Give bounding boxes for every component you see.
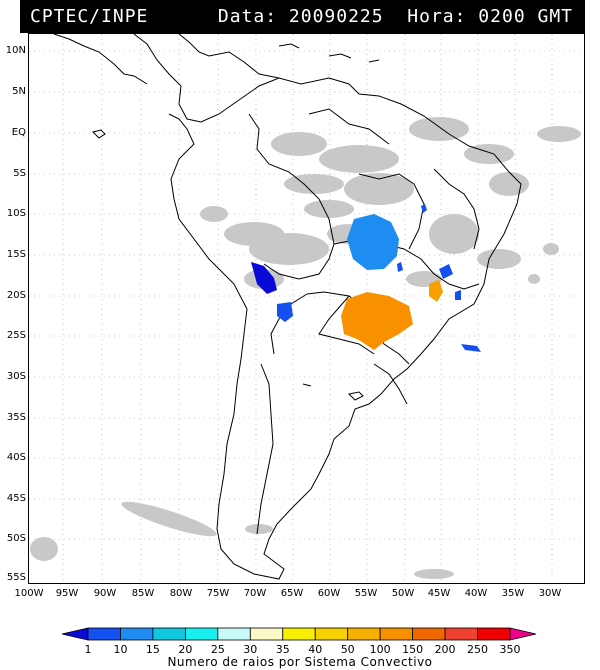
lon-label: 75W xyxy=(206,588,230,599)
lon-label: 85W xyxy=(131,588,155,599)
lat-label: 5S xyxy=(13,168,26,179)
lon-label: 100W xyxy=(14,588,44,599)
legend-color-bar xyxy=(61,627,537,641)
legend-tick-label: 50 xyxy=(340,643,355,656)
lat-label: 15S xyxy=(6,249,26,260)
map-svg xyxy=(29,34,584,583)
lat-label: 40S xyxy=(6,452,26,463)
legend-swatch xyxy=(412,627,446,641)
lon-label: 50W xyxy=(391,588,415,599)
legend-tick-label: 30 xyxy=(243,643,258,656)
title-bar: CPTEC/INPE Data: 20090225 Hora: 0200 GMT xyxy=(20,0,585,33)
graticule xyxy=(29,34,584,583)
lat-label: EQ xyxy=(11,127,26,138)
legend-swatch xyxy=(152,627,186,641)
lightning-systems xyxy=(251,204,481,352)
system-blue-sea xyxy=(461,344,481,352)
legend-caption: Numero de raios por Sistema Convectivo xyxy=(167,655,433,669)
hour-label: Hora: 0200 GMT xyxy=(407,6,573,27)
legend-swatch xyxy=(282,627,316,641)
lat-label: 55S xyxy=(6,572,26,583)
system-blue-small1 xyxy=(421,204,427,213)
system-orange-minas xyxy=(429,280,443,302)
lon-label: 55W xyxy=(354,588,378,599)
lon-label: 95W xyxy=(55,588,79,599)
legend-swatch xyxy=(477,627,511,641)
lat-label: 20S xyxy=(6,290,26,301)
system-blue-small3 xyxy=(439,264,453,279)
lat-label: 5N xyxy=(12,86,26,97)
lon-label: 45W xyxy=(427,588,451,599)
system-blue-chile xyxy=(277,302,293,322)
lat-label: 10N xyxy=(5,45,26,56)
continent-outline xyxy=(53,34,522,580)
legend-tick-label: 1 xyxy=(84,643,92,656)
legend-arrow-right xyxy=(509,627,537,641)
legend-swatch xyxy=(217,627,251,641)
lon-label: 70W xyxy=(243,588,267,599)
legend-tick-label: 35 xyxy=(275,643,290,656)
legend-swatch xyxy=(87,627,121,641)
lon-label: 30W xyxy=(538,588,562,599)
legend-tick-label: 150 xyxy=(402,643,424,656)
legend-tick-label: 40 xyxy=(308,643,323,656)
lon-label: 80W xyxy=(169,588,193,599)
system-darkblue-bolivia xyxy=(251,262,277,294)
legend-tick-label: 200 xyxy=(434,643,456,656)
legend-tick-label: 100 xyxy=(369,643,391,656)
lat-label: 25S xyxy=(6,330,26,341)
legend-swatch xyxy=(120,627,154,641)
source-label: CPTEC/INPE xyxy=(30,6,149,27)
cloud-cover xyxy=(30,117,581,579)
lat-label: 30S xyxy=(6,371,26,382)
system-orange-parana xyxy=(341,292,413,350)
legend-tick-label: 350 xyxy=(499,643,521,656)
legend-tick-label: 15 xyxy=(145,643,160,656)
system-blue-amazon xyxy=(347,214,399,270)
system-blue-small2 xyxy=(397,262,403,272)
lon-label: 40W xyxy=(464,588,488,599)
lon-label: 35W xyxy=(501,588,525,599)
legend-swatch xyxy=(444,627,478,641)
lon-label: 90W xyxy=(93,588,117,599)
date-time-label: Data: 20090225 Hora: 0200 GMT xyxy=(218,6,573,27)
lat-label: 45S xyxy=(6,493,26,504)
lat-label: 35S xyxy=(6,412,26,423)
system-blue-small4 xyxy=(455,290,461,300)
legend-tick-label: 10 xyxy=(113,643,128,656)
legend-swatch xyxy=(249,627,284,641)
legend-swatch xyxy=(379,627,414,641)
legend-tick-label: 25 xyxy=(210,643,225,656)
legend-swatch xyxy=(347,627,381,641)
legend-tick-label: 250 xyxy=(467,643,489,656)
lon-label: 65W xyxy=(280,588,304,599)
lon-label: 60W xyxy=(317,588,341,599)
map-panel xyxy=(28,33,585,584)
legend-swatch xyxy=(184,627,219,641)
date-label: Data: 20090225 xyxy=(217,6,384,27)
legend-arrow-left xyxy=(61,627,89,641)
legend-swatch xyxy=(314,627,349,641)
lat-label: 10S xyxy=(6,208,26,219)
color-legend xyxy=(61,627,537,641)
islands xyxy=(92,43,380,401)
lat-label: 50S xyxy=(6,533,26,544)
legend-tick-label: 20 xyxy=(178,643,193,656)
